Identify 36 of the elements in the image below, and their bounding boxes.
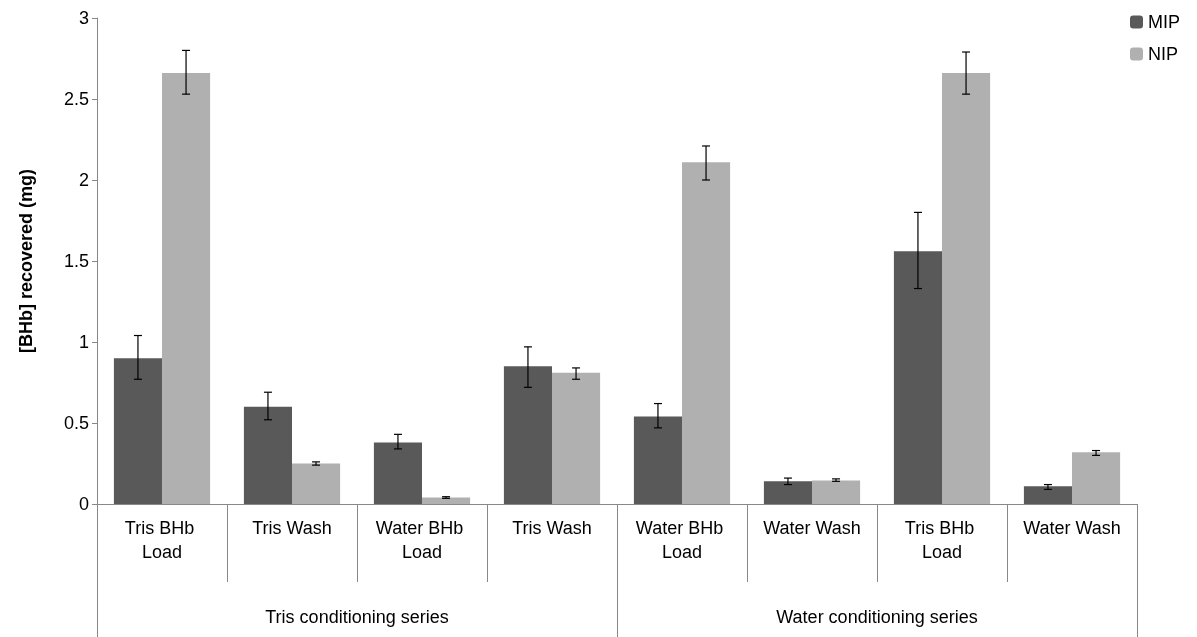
y-tick-label: 3 [78, 8, 89, 28]
bar [162, 73, 211, 504]
bar [1023, 486, 1072, 504]
y-tick-label: 1 [78, 332, 89, 352]
bar [812, 480, 861, 504]
bar [1072, 452, 1121, 504]
bar [942, 73, 991, 504]
text: Water conditioning series [776, 607, 978, 627]
x-tick-label: Water BHb Load [375, 518, 469, 562]
y-tick-label: 0.5 [63, 413, 89, 433]
y-tick-label: 2 [78, 170, 89, 190]
y-tick-label: 0 [78, 494, 89, 514]
bar [633, 416, 682, 504]
bar [893, 251, 942, 504]
text: Tris conditioning series [265, 607, 449, 627]
x-tick-label: Water Wash [763, 518, 861, 538]
bar [422, 497, 471, 504]
y-axis-title: [BHb] recovered (mg) [16, 168, 36, 354]
x-tick-label: Water BHb Load [635, 518, 729, 562]
bar [763, 481, 812, 504]
y-tick-label: 2.5 [63, 89, 89, 109]
bar [373, 442, 422, 504]
x-tick-label: Tris BHb Load [124, 518, 200, 562]
bar [503, 366, 552, 504]
bar [113, 358, 162, 504]
y-tick-label: 1.5 [63, 251, 89, 271]
x-tick-label: Water Wash [1023, 518, 1121, 538]
x-tick-label: Tris Wash [512, 518, 592, 538]
x-tick-label: Tris BHb Load [904, 518, 980, 562]
bar [682, 162, 731, 504]
bar [243, 406, 292, 504]
bar [552, 372, 601, 504]
bar [292, 463, 341, 504]
x-tick-label: Tris Wash [252, 518, 332, 538]
legend-label: MIP [1148, 12, 1181, 32]
legend-label: NIP [1148, 44, 1179, 64]
